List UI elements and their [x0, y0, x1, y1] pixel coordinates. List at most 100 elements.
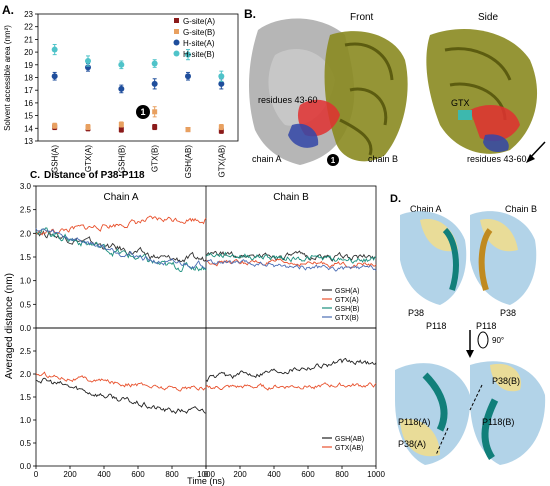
a-legend-marker	[173, 50, 180, 57]
c-ytick-label: 1.0	[20, 416, 32, 425]
c-xtick-label: 400	[97, 470, 111, 479]
d-top-label-2: P118	[426, 321, 446, 331]
panel-c-chart: Chain A Chain B Averaged distance (nm) T…	[4, 182, 385, 486]
d-top-helix-b	[478, 228, 493, 291]
d-top-yellow-b	[480, 219, 518, 252]
d-bottom-label-2: P118(A)	[398, 417, 430, 427]
a-xtick-label: GTX(B)	[151, 145, 160, 172]
a-ytick-label: 23	[24, 10, 33, 19]
a-point	[85, 124, 91, 130]
chain-b-ribbon	[324, 31, 408, 162]
c-xtick-label: 0	[204, 470, 209, 479]
residues-side-label: residues 43-60	[467, 154, 527, 164]
c-ytick-label: 0.0	[20, 462, 32, 471]
c-legend-label: GSH(B)	[335, 306, 360, 313]
a-point	[218, 128, 224, 134]
d-bottom-blue-b	[470, 361, 546, 465]
a-legend-label: H-site(B)	[183, 50, 215, 59]
a-ytick-label: 16	[24, 99, 33, 108]
panel-c-label: C.	[30, 170, 40, 181]
d-top-yellow-a	[420, 219, 458, 252]
c-ytick-label: 2.0	[20, 229, 32, 238]
c-xtick-label: 400	[267, 470, 281, 479]
d-rotate-arrow-head	[466, 350, 474, 358]
a-point	[151, 60, 158, 67]
d-rotate-symbol	[477, 331, 489, 349]
d-bottom-yellow-b	[490, 363, 521, 392]
c-xlabel: Time (ns)	[187, 476, 225, 486]
d-bottom-label-1: P38(B)	[492, 376, 520, 386]
a-point	[218, 124, 224, 130]
chain-a-label: chain A	[252, 154, 282, 164]
c-xtick-label: 800	[165, 470, 179, 479]
marker-1-circle	[136, 105, 150, 119]
gtx-ligand	[458, 110, 472, 120]
c-ytick-label: 1.5	[20, 253, 32, 262]
c-xtick-label: 1000	[367, 470, 385, 479]
a-ytick-label: 15	[24, 112, 33, 121]
a-point	[85, 57, 91, 64]
d-chain-a-label: Chain A	[410, 204, 442, 214]
d-bottom-helix-b	[481, 398, 499, 460]
c-ytick-label: 2.0	[20, 370, 32, 379]
panel-c-title: Distance of P38-P118	[44, 170, 145, 181]
a-legend-label: G-site(B)	[183, 28, 215, 37]
c-series-line	[205, 357, 377, 383]
a-ytick-label: 19	[24, 61, 33, 70]
a-ytick-label: 17	[24, 86, 33, 95]
a-point	[52, 123, 58, 129]
marker-1-text: 1	[140, 107, 145, 117]
c-ytick-label: 0.0	[20, 324, 32, 333]
d-bottom-yellow-a	[400, 419, 440, 457]
c-ytick-label: 0.5	[20, 439, 32, 448]
chain-b-helices	[339, 42, 394, 156]
c-series-line	[35, 230, 207, 263]
c-legend-label: GTX(AB)	[335, 445, 363, 452]
d-top-label-3: P118	[476, 321, 496, 331]
c-series-line	[205, 251, 377, 264]
marker-1-b-text: 1	[331, 156, 336, 165]
side-arrow-head	[526, 154, 535, 163]
residues-front-label: residues 43-60	[258, 95, 318, 105]
d-bottom-label-4: P38(A)	[398, 439, 426, 449]
residues-blue-front	[288, 123, 319, 148]
d-chain-b-label: Chain B	[505, 204, 537, 214]
panel-a-ylabel: Solvent accessible area (nm²)	[3, 25, 12, 131]
a-point	[152, 109, 158, 115]
d-top-helix-a	[442, 227, 459, 291]
d-top-label-4: P38	[500, 308, 516, 318]
c-ytick-label: 2.5	[20, 206, 32, 215]
a-xtick-label: GTX(A)	[84, 145, 93, 172]
c-ylabel: Averaged distance (nm)	[4, 273, 15, 379]
c-legend-label: GSH(A)	[335, 288, 360, 295]
c-xtick-label: 200	[63, 470, 77, 479]
residues-blue-side	[483, 134, 509, 153]
c-xtick-label: 600	[301, 470, 315, 479]
a-point	[118, 127, 124, 133]
a-ytick-label: 22	[24, 23, 33, 32]
a-xtick-label: GSH(A)	[51, 145, 60, 173]
a-point	[218, 80, 225, 87]
c-series-line	[35, 215, 207, 236]
c-ytick-label: 1.0	[20, 277, 32, 286]
a-legend-marker	[174, 29, 179, 34]
a-legend-label: G-site(A)	[183, 17, 215, 26]
a-xtick-label: GTX(AB)	[217, 145, 226, 178]
a-point	[118, 121, 124, 127]
chain-a-panel-title: Chain A	[103, 192, 138, 203]
a-ytick-label: 18	[24, 74, 33, 83]
a-legend-marker	[174, 18, 179, 23]
a-point	[151, 80, 158, 87]
a-legend-label: H-site(A)	[183, 39, 215, 48]
d-top-label-1: P38	[408, 308, 424, 318]
c-series-line	[205, 382, 377, 391]
panel-b-label: B.	[244, 7, 256, 21]
a-xtick-label: GSH(B)	[117, 145, 126, 173]
c-xtick-label: 1000	[197, 470, 215, 479]
c-series-line	[35, 371, 207, 392]
c-xtick-label: 200	[233, 470, 247, 479]
gtx-label: GTX	[451, 98, 470, 108]
a-ytick-label: 14	[24, 124, 33, 133]
a-point	[185, 73, 191, 80]
